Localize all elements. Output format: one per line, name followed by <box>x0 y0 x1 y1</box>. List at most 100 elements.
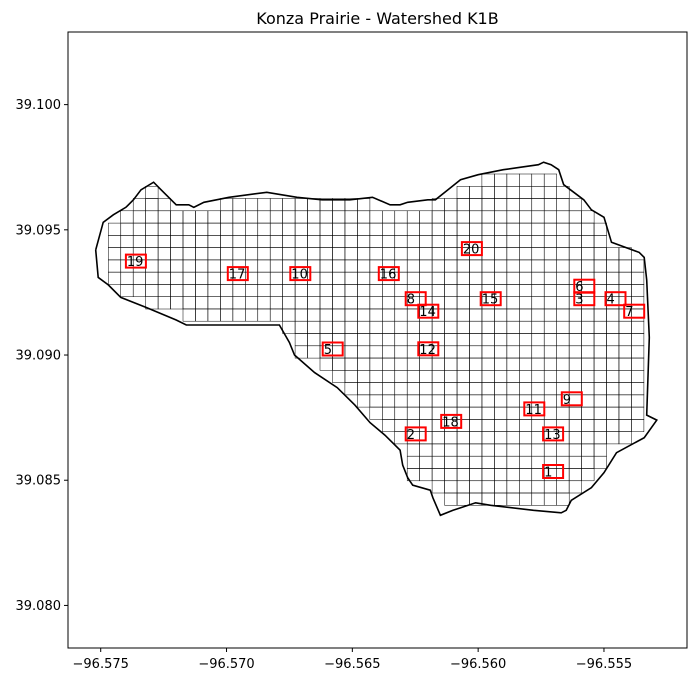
grid-cell <box>344 296 358 310</box>
grid-cell <box>506 320 520 334</box>
grid-cell <box>170 284 184 297</box>
plot-marker-4: 4 <box>604 291 627 308</box>
plot-label: 10 <box>291 268 308 283</box>
grid-cell <box>232 198 246 212</box>
plot-box <box>460 241 483 257</box>
grid-cell <box>519 271 533 285</box>
grid-cell <box>257 308 271 322</box>
grid-cell <box>606 308 620 322</box>
grid-cell <box>357 247 371 261</box>
grid-cell <box>581 308 595 322</box>
grid-cell <box>469 333 483 347</box>
grid-cell <box>469 382 483 396</box>
grid-cell <box>556 271 570 285</box>
grid-cell <box>618 271 632 285</box>
grid-cell <box>543 235 557 248</box>
grid-cell <box>294 296 308 310</box>
plot-box <box>440 413 463 429</box>
grid-cell <box>631 419 645 432</box>
grid-cell <box>556 345 570 359</box>
grid-cell <box>581 259 595 273</box>
y-tick-label: 39.085 <box>16 474 62 489</box>
grid-cell <box>631 345 645 359</box>
grid-cell <box>581 357 595 371</box>
grid-cell <box>294 235 308 248</box>
grid-cell <box>419 259 433 273</box>
plot-box <box>523 401 546 417</box>
grid-cell <box>182 259 196 273</box>
grid-cell <box>394 345 408 359</box>
grid-cell <box>444 370 458 383</box>
grid-cell <box>406 271 420 285</box>
grid-cell <box>581 419 595 432</box>
grid-cell <box>344 370 358 383</box>
grid-cell <box>232 222 246 236</box>
grid-cell <box>456 333 470 347</box>
grid-cell <box>481 443 495 457</box>
grid-cell <box>568 468 582 482</box>
grid-cell <box>307 284 321 297</box>
grid-cell <box>494 406 508 420</box>
grid-cell <box>357 210 371 224</box>
grid-cell <box>157 284 171 297</box>
y-tick-label: 39.100 <box>16 98 62 113</box>
grid-cell <box>307 247 321 261</box>
plot-frame <box>67 31 688 649</box>
grid-cell <box>568 259 582 273</box>
grid-cell <box>556 222 570 236</box>
grid-cell <box>394 235 408 248</box>
grid-cell <box>519 247 533 261</box>
plot-marker-5: 5 <box>321 341 344 358</box>
grid-cell <box>606 247 620 261</box>
grid-cell <box>556 406 570 420</box>
grid-cell <box>494 198 508 212</box>
grid-cell <box>494 455 508 469</box>
grid-cell <box>631 320 645 334</box>
grid-cell <box>543 296 557 310</box>
grid-cell <box>531 271 545 285</box>
grid-cell <box>618 406 632 420</box>
grid-cell <box>232 296 246 310</box>
grid-cell <box>245 235 259 248</box>
grid-cell <box>431 357 445 371</box>
grid-cell <box>344 320 358 334</box>
grid-cell <box>556 284 570 297</box>
grid-cell <box>494 320 508 334</box>
grid-cell <box>531 222 545 236</box>
grid-cell <box>245 198 259 212</box>
grid-cell <box>382 394 396 408</box>
grid-cell <box>182 235 196 248</box>
grid-cell <box>220 198 234 212</box>
grid-cell <box>593 394 607 408</box>
grid-cell <box>593 222 607 236</box>
grid-cell <box>519 419 533 432</box>
grid-cell <box>245 296 259 310</box>
plot-label: 18 <box>442 415 459 430</box>
grid-cell <box>431 271 445 285</box>
grid-cell <box>419 271 433 285</box>
grid-cell <box>506 468 520 482</box>
watershed-boundary <box>94 161 658 517</box>
grid-cell <box>593 455 607 469</box>
grid-cell <box>481 320 495 334</box>
grid-cell <box>494 308 508 322</box>
grid-cell <box>519 320 533 334</box>
plot-label: 3 <box>575 293 583 308</box>
grid-cell <box>494 259 508 273</box>
grid-cell <box>431 247 445 261</box>
grid-cell <box>182 284 196 297</box>
grid-cell <box>145 235 159 248</box>
grid-cell <box>419 222 433 236</box>
plot-label: 16 <box>380 268 397 283</box>
grid-cell <box>456 210 470 224</box>
grid-cell <box>157 222 171 236</box>
grid-cell <box>431 284 445 297</box>
grid-cell <box>357 382 371 396</box>
grid-cell <box>332 271 346 285</box>
grid-cell <box>469 370 483 383</box>
plot-marker-12: 12 <box>417 341 440 358</box>
grid-cell <box>494 394 508 408</box>
grid-cell <box>357 308 371 322</box>
grid-cell <box>606 333 620 347</box>
grid-cell <box>182 296 196 310</box>
